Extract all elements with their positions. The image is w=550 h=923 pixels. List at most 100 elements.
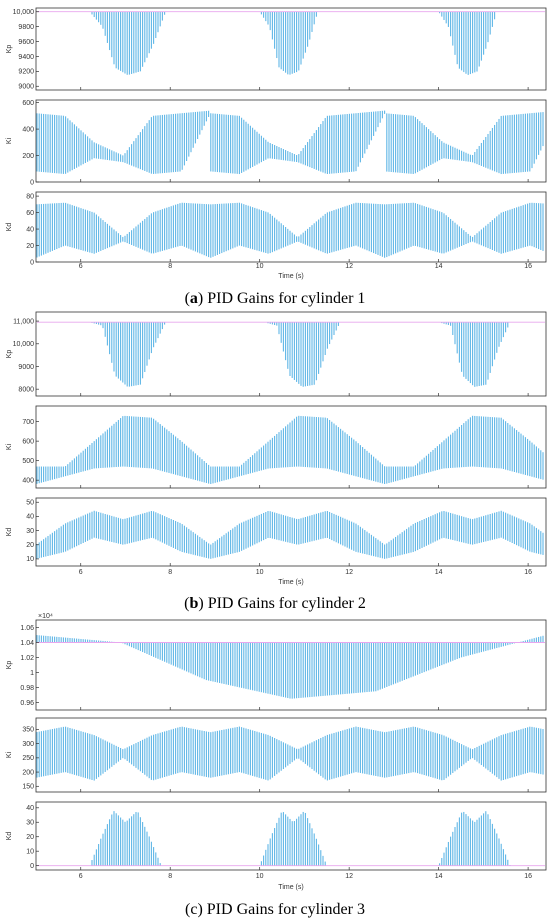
x-axis-label: Time (s) — [278, 884, 303, 891]
y-tick-label: 350 — [22, 727, 34, 734]
y-tick-label: 0.96 — [20, 700, 34, 707]
chart-b: 8000 9000 10,000 11,000 Kp 400 500 600 700 Ki 10 20… — [6, 311, 547, 612]
y-tick-label: 400 — [22, 477, 34, 484]
y-tick-label: 0 — [30, 259, 34, 266]
series-marks — [91, 811, 511, 866]
panel-kp: 8000 9000 10,000 11,000 Kp — [6, 311, 547, 397]
series-marks — [36, 110, 544, 175]
y-axis-label: Kd — [6, 223, 13, 232]
y-tick-label: 700 — [22, 419, 34, 426]
x-tick-label: 6 — [79, 569, 83, 576]
y-tick-label: 9000 — [18, 84, 34, 91]
x-tick-label: 10 — [256, 873, 264, 880]
plot-frame — [35, 497, 547, 567]
x-tick-label: 8 — [168, 873, 172, 880]
y-tick-label: 8000 — [18, 386, 34, 393]
y-axis-label: Ki — [6, 751, 13, 758]
x-tick-label: 8 — [168, 263, 172, 270]
chart-c: 0.960.9811.021.041.06×10⁴Kp1502002503003… — [6, 613, 547, 918]
panel-ki: 0 200 400 600 Ki — [6, 99, 547, 186]
figure-caption: (c) PID Gains for cylinder 3 — [185, 901, 365, 918]
y-tick-label: 9000 — [18, 364, 34, 371]
y-tick-label: 150 — [22, 784, 34, 791]
y-axis-label: Kd — [6, 528, 13, 537]
y-tick-label: 50 — [26, 500, 34, 507]
plot-frame — [35, 405, 547, 489]
x-tick-label: 8 — [168, 569, 172, 576]
y-tick-label: 40 — [26, 514, 34, 521]
series-marks — [91, 322, 509, 387]
y-tick-label: 1.06 — [20, 625, 34, 632]
plot-frame — [35, 191, 547, 263]
y-axis-label: Kp — [6, 45, 13, 54]
plot-frame — [35, 99, 547, 183]
y-tick-label: 250 — [22, 755, 34, 762]
y-tick-label: 9800 — [18, 24, 34, 31]
y-tick-label: 0.98 — [20, 685, 34, 692]
y-tick-label: 200 — [22, 769, 34, 776]
y-tick-label: 20 — [26, 243, 34, 250]
y-tick-label: 10,000 — [13, 341, 35, 348]
y-tick-label: 200 — [22, 153, 34, 160]
y-tick-label: 9600 — [18, 39, 34, 46]
series-marks — [36, 726, 544, 781]
y-tick-label: 30 — [26, 528, 34, 535]
y-tick-label: 400 — [22, 126, 34, 133]
x-tick-label: 12 — [345, 569, 353, 576]
y-tick-label: 10 — [26, 556, 34, 563]
plot-frame — [35, 801, 547, 871]
y-axis-label: Ki — [6, 443, 13, 450]
y-tick-label: 20 — [26, 834, 34, 841]
y-tick-label: 600 — [22, 438, 34, 445]
y-tick-label: 40 — [26, 226, 34, 233]
y-axis-label: Kd — [6, 832, 13, 841]
x-tick-label: 16 — [524, 263, 532, 270]
y-tick-label: 0 — [30, 863, 34, 870]
x-tick-label: 10 — [256, 263, 264, 270]
series-marks — [36, 635, 544, 699]
panel-kd: 0 20 40 60 80 Kd — [6, 191, 547, 266]
y-tick-label: 0 — [30, 179, 34, 186]
chart-a: 9000920094009600980010,000Kp0200400600Ki… — [6, 7, 547, 307]
panel-ki: 400 500 600 700 Ki — [6, 405, 547, 489]
y-axis-label: Kp — [6, 661, 13, 670]
x-tick-label: 14 — [435, 873, 443, 880]
plot-frame — [35, 619, 547, 711]
y-axis-label: Ki — [6, 137, 13, 144]
x-tick-label: 10 — [256, 569, 264, 576]
x-axis-label: Time (s) — [278, 273, 303, 280]
x-tick-label: 12 — [345, 263, 353, 270]
series-marks — [91, 11, 496, 75]
series-marks — [36, 202, 544, 258]
y-tick-label: 10 — [26, 848, 34, 855]
figure-caption: (b) PID Gains for cylinder 2 — [184, 595, 366, 612]
series-marks — [36, 510, 544, 559]
y-tick-label: 60 — [26, 210, 34, 217]
panel-ki: 150 200 250 300 350 Ki — [6, 717, 547, 793]
x-tick-label: 14 — [435, 263, 443, 270]
panel-kp: 9000 9200 9400 9600 9800 10,000 Kp — [6, 7, 547, 91]
y-tick-label: 80 — [26, 193, 34, 200]
x-tick-label: 14 — [435, 569, 443, 576]
panel-kd: 10 20 30 40 50 Kd — [6, 497, 547, 567]
x-tick-label: 16 — [524, 569, 532, 576]
y-tick-label: 1.04 — [20, 640, 34, 647]
y-tick-label: 9200 — [18, 69, 34, 76]
y-tick-label: 40 — [26, 805, 34, 812]
x-tick-label: 6 — [79, 263, 83, 270]
y-tick-label: 1 — [30, 670, 34, 677]
panel-kd: 0 10 20 30 40 Kd — [6, 801, 547, 871]
y-tick-label: 9400 — [18, 54, 34, 61]
plot-frame — [35, 717, 547, 793]
panel-kp: 0.96 0.98 1 1.02 1.04 1.06 ×10⁴ Kp — [6, 613, 547, 711]
plot-frame — [35, 7, 547, 91]
x-tick-label: 6 — [79, 873, 83, 880]
x-tick-label: 12 — [345, 873, 353, 880]
x-axis-label: Time (s) — [278, 579, 303, 586]
y-tick-label: 20 — [26, 542, 34, 549]
x-tick-label: 16 — [524, 873, 532, 880]
plot-frame — [35, 311, 547, 397]
series-marks — [36, 415, 544, 485]
y-axis-label: Kp — [6, 350, 13, 359]
